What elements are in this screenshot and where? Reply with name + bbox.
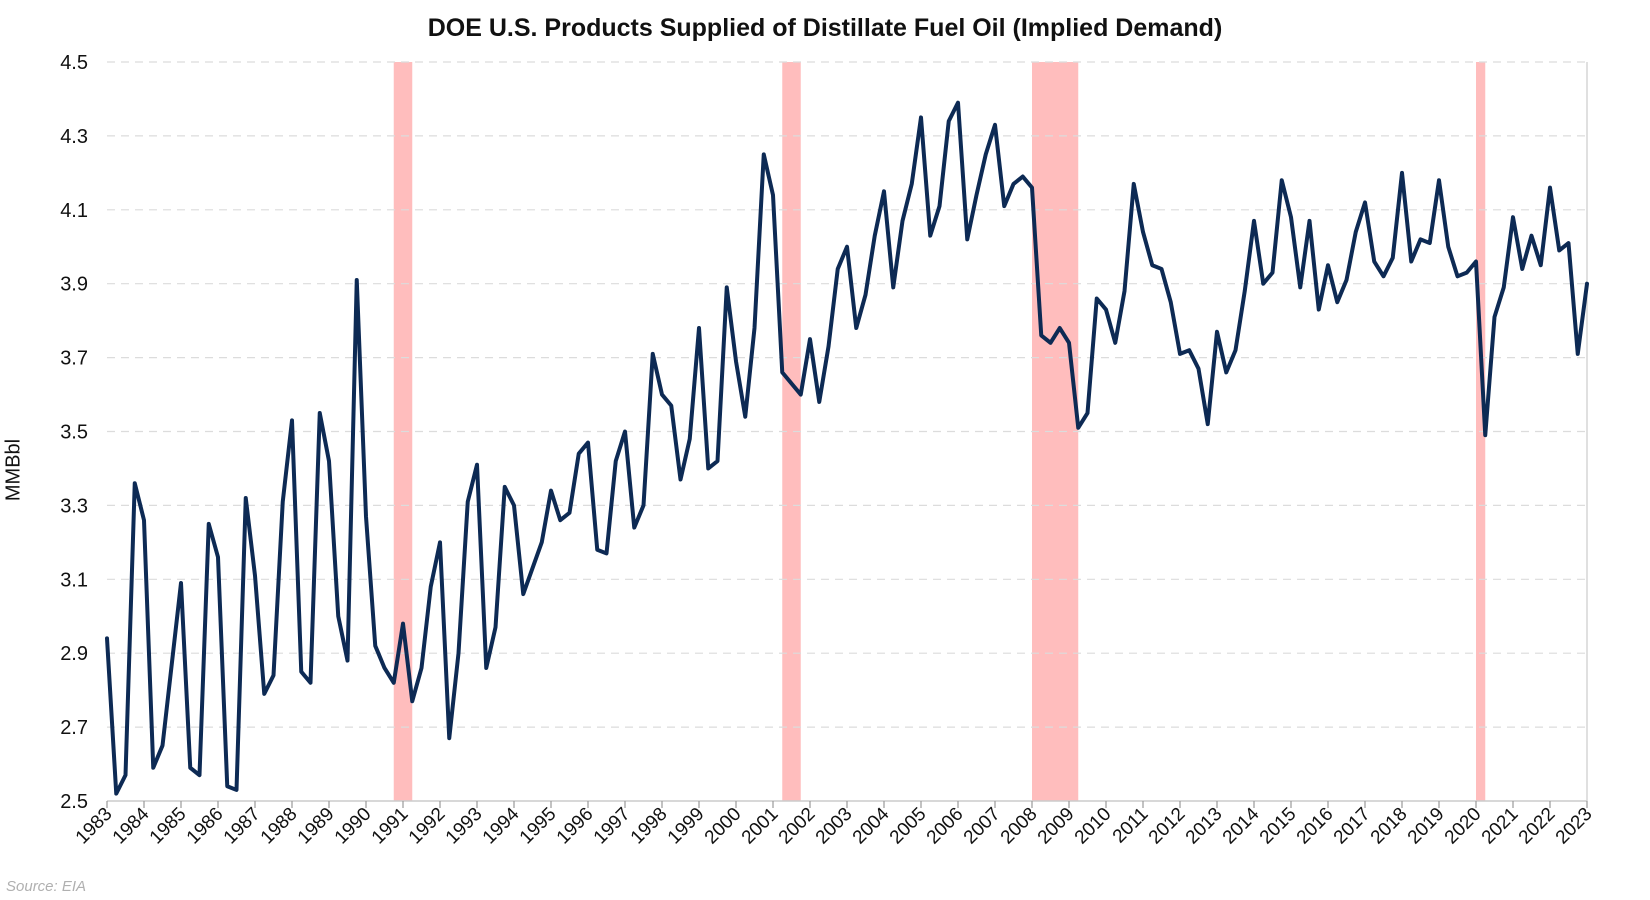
x-tick-label: 2008 <box>997 804 1042 849</box>
x-tick-label: 2007 <box>960 804 1005 849</box>
x-tick-label: 2020 <box>1441 804 1486 849</box>
source-note: Source: EIA <box>6 878 87 895</box>
x-tick-label: 1993 <box>442 804 487 849</box>
x-tick-label: 2017 <box>1330 804 1375 849</box>
y-tick-label: 3.3 <box>60 495 88 517</box>
x-tick-label: 2018 <box>1367 804 1412 849</box>
y-tick-label: 2.7 <box>60 717 88 739</box>
x-tick-label: 1990 <box>331 804 376 849</box>
y-tick-label: 3.9 <box>60 274 88 296</box>
x-tick-label: 2015 <box>1256 804 1301 849</box>
recession-band <box>782 62 801 801</box>
x-tick-label: 1986 <box>183 804 228 849</box>
x-tick-label: 2005 <box>886 804 931 849</box>
x-tick-label: 2001 <box>738 804 783 849</box>
x-tick-label: 2013 <box>1182 804 1227 849</box>
x-tick-label: 2011 <box>1109 804 1153 848</box>
x-tick-label: 2002 <box>775 804 820 849</box>
x-tick-label: 1995 <box>516 804 561 849</box>
x-tick-label: 1988 <box>257 804 302 849</box>
x-tick-label: 2006 <box>923 804 968 849</box>
x-tick-label: 1994 <box>479 803 524 848</box>
gridlines <box>107 61 1587 728</box>
y-tick-label: 4.1 <box>60 200 88 222</box>
axes: 2.52.72.93.13.33.53.73.94.14.34.51983198… <box>60 52 1596 848</box>
x-tick-label: 2003 <box>812 804 857 849</box>
x-tick-label: 1991 <box>368 804 413 849</box>
x-tick-label: 1992 <box>405 804 450 849</box>
y-tick-label: 3.1 <box>60 569 88 591</box>
x-tick-label: 2004 <box>849 803 894 848</box>
y-tick-label: 2.9 <box>60 643 88 665</box>
y-tick-label: 3.5 <box>60 422 88 444</box>
x-tick-label: 2014 <box>1219 803 1264 848</box>
x-tick-label: 1999 <box>664 804 709 849</box>
x-tick-label: 1989 <box>294 804 339 849</box>
y-tick-label: 4.5 <box>60 52 88 74</box>
x-tick-label: 2019 <box>1404 804 1449 849</box>
y-tick-label: 4.3 <box>60 126 88 148</box>
x-tick-label: 2012 <box>1145 804 1190 849</box>
x-tick-label: 1998 <box>627 804 672 849</box>
y-tick-label: 3.7 <box>60 348 88 370</box>
x-tick-label: 2000 <box>701 804 746 849</box>
x-tick-label: 1987 <box>220 804 265 849</box>
x-tick-label: 2010 <box>1071 804 1116 849</box>
series-group <box>105 100 1589 796</box>
y-tick-label: 2.5 <box>60 791 88 813</box>
series-line <box>105 100 1589 796</box>
x-tick-label: 1985 <box>146 804 191 849</box>
recession-band <box>1032 62 1079 801</box>
x-tick-label: 1996 <box>553 804 598 849</box>
chart-title: DOE U.S. Products Supplied of Distillate… <box>427 14 1223 42</box>
x-tick-label: 2021 <box>1478 804 1523 849</box>
x-tick-label: 2016 <box>1293 804 1338 849</box>
x-tick-label: 1984 <box>109 803 154 848</box>
x-tick-label: 1997 <box>590 804 635 849</box>
x-tick-label: 2023 <box>1552 804 1597 849</box>
x-tick-label: 2009 <box>1034 804 1079 849</box>
x-tick-label: 2022 <box>1515 804 1560 849</box>
